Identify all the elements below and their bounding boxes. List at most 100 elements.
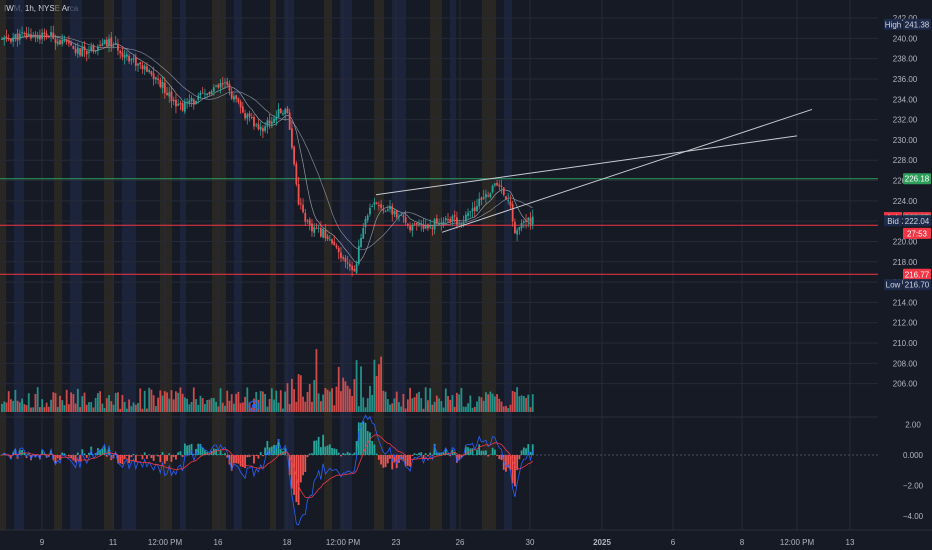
trend-lines[interactable] (375, 108, 813, 233)
candle-body (85, 50, 88, 55)
volume-bar (179, 387, 182, 412)
candle-body (313, 226, 316, 233)
candle-body (360, 238, 362, 248)
volume-bar (250, 407, 253, 412)
candle-body (442, 221, 445, 224)
volume-bar (482, 400, 485, 412)
macd-histogram-bar (54, 455, 57, 464)
candle-body (491, 185, 494, 193)
candle-body (110, 37, 113, 47)
candle-body (514, 222, 516, 234)
macd-histogram-bar (331, 447, 333, 455)
candle-body (431, 227, 434, 229)
time-axis[interactable]: 9 11 12:00 PM 16 18 12:00 PM 23 26 30 2025 6 8 12:00… (40, 538, 855, 547)
candles[interactable] (1, 25, 534, 277)
macd-histogram-bar (275, 445, 278, 455)
volume-bar (420, 398, 423, 412)
candle-body (516, 230, 519, 235)
volume-bar (411, 398, 414, 412)
volume-bar (39, 407, 41, 412)
chart-icon[interactable] (248, 400, 260, 412)
volume-bar (34, 394, 37, 412)
candle-body (369, 207, 371, 215)
volume-bar (143, 390, 146, 412)
macd-histogram-bar (199, 443, 202, 455)
candle-body (464, 214, 467, 222)
volume-bar (395, 391, 398, 412)
volume-bar (94, 397, 97, 412)
candle-body (224, 82, 226, 84)
candle-body (326, 236, 329, 240)
candle-body (273, 118, 275, 123)
macd-histogram-bar (438, 452, 440, 455)
candle-body (429, 226, 432, 228)
time-tick-label: 11 (109, 538, 118, 547)
macd-histogram-bar (433, 443, 436, 455)
price-tick-label: 208.00 (893, 359, 918, 368)
volume-bar (161, 395, 164, 412)
macd-histogram-bar (108, 448, 110, 455)
candle-body (337, 247, 340, 253)
candle-body (375, 203, 378, 205)
volume-bar (50, 399, 52, 412)
volume-bar (498, 398, 501, 412)
candle-body (277, 109, 280, 118)
price-tag-bg (903, 268, 931, 280)
candle-body (76, 47, 79, 54)
macd-histogram-bar (467, 447, 469, 455)
volume-bar (319, 401, 322, 412)
candle-body (482, 197, 485, 199)
candle-body (262, 128, 264, 132)
candle-body (30, 34, 32, 39)
macd-histogram-bar (257, 455, 260, 459)
volume-bar (409, 387, 411, 412)
volume-bar (134, 404, 137, 412)
macd-histogram-bar (391, 455, 394, 470)
macd-histogram-bar (226, 455, 229, 458)
macd-histogram-bar (353, 452, 356, 455)
volume-bar (183, 397, 186, 412)
chart-title: IWM, 1h, NYSE Arca (4, 4, 79, 13)
candle-body (197, 95, 200, 100)
volume-bar (137, 403, 139, 412)
macd-histogram-bar (181, 455, 184, 457)
volume-bar (92, 407, 95, 412)
macd-histogram-bar (291, 455, 293, 489)
macd-histogram-bar (302, 455, 304, 476)
candle-body (382, 209, 385, 211)
volume-bar (429, 388, 432, 412)
macd-histogram-bar (154, 454, 157, 456)
volume-bar (514, 391, 516, 412)
volume-bar (65, 389, 68, 412)
volume-bar (10, 399, 12, 412)
candle-body (21, 32, 23, 34)
candle-body (502, 187, 505, 195)
volume-bar (496, 394, 498, 412)
macd-histogram-bar (404, 455, 407, 467)
candle-body (364, 219, 367, 228)
candle-body (50, 32, 52, 36)
candle-body (393, 211, 396, 215)
candle-body (18, 33, 21, 40)
candle-body (270, 121, 273, 125)
candle-body (351, 265, 354, 271)
volume-bar (507, 408, 510, 412)
candle-body (406, 223, 409, 226)
price-axis[interactable]: 242.00 240.00 238.00 236.00 234.00 232.00 230.… (893, 14, 924, 521)
candle-body (306, 220, 309, 222)
volume-bar (458, 394, 461, 412)
volume-bar (114, 392, 117, 412)
macd-histogram-bar (522, 447, 525, 455)
volume-bar (204, 404, 206, 412)
macd-histogram-bar (168, 453, 171, 455)
price-tick-label: 232.00 (893, 116, 918, 125)
candle-body (170, 91, 173, 102)
volume-bar (282, 408, 284, 412)
candle-body (453, 215, 456, 217)
candle-body (217, 84, 220, 88)
volume-bar (382, 390, 385, 412)
volume-bar (14, 389, 17, 412)
macd-histogram-bar (507, 455, 510, 468)
volume-bar (500, 401, 503, 412)
